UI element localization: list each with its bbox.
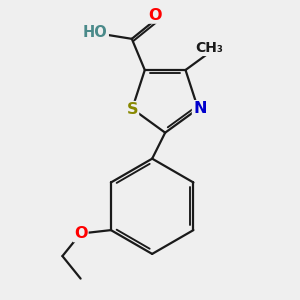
Text: O: O [74, 226, 87, 241]
Text: HO: HO [83, 25, 108, 40]
Text: O: O [148, 8, 162, 22]
Text: N: N [193, 101, 207, 116]
Text: CH₃: CH₃ [195, 41, 223, 55]
Text: S: S [127, 102, 138, 117]
